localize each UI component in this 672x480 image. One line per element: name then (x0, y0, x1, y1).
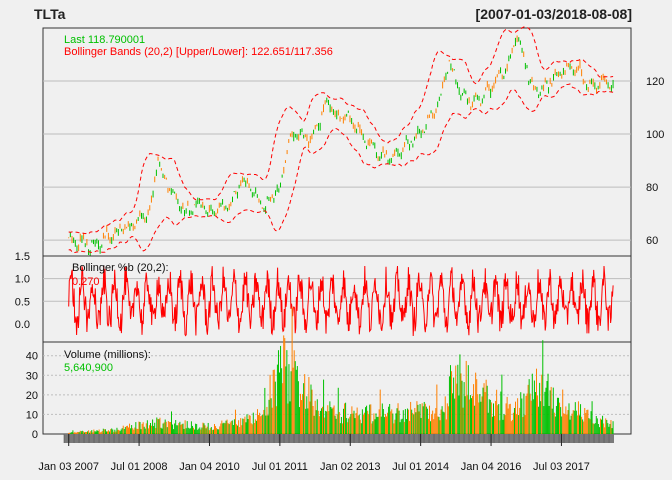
price-panel-frame (42, 27, 632, 257)
volume-value-label: 5,640,900 (64, 362, 113, 374)
volume-y-tick-label: 0 (32, 429, 38, 441)
x-tick-label: Jan 04 2010 (179, 461, 240, 473)
x-tick-label: Jul 03 2017 (533, 461, 590, 473)
price-y-tick-label: 60 (646, 235, 658, 247)
x-axis-strip (63, 434, 614, 443)
pctb-y-tick-label: 1.0 (15, 274, 30, 286)
price-panel: 60 80 100 120 Last 118.790001 Bollinger Ban… (42, 26, 664, 257)
chart-date-range: [2007-01-03/2018-08-08] (476, 6, 632, 22)
volume-y-tick-label: 30 (26, 370, 38, 382)
volume-y-tick-label: 10 (26, 409, 38, 421)
bollinger-bands-label: Bollinger Bands (20,2) [Upper/Lower]: 12… (64, 46, 333, 58)
x-tick-label: Jan 04 2016 (461, 461, 522, 473)
volume-y-tick-label: 20 (26, 390, 38, 402)
x-tick-label: Jul 01 2014 (392, 461, 449, 473)
volume-y-tick-label: 40 (26, 351, 38, 363)
pctb-y-tick-label: 1.5 (15, 251, 30, 263)
pctb-title-label: Bollinger %b (20,2): (72, 262, 169, 274)
x-axis: Jan 03 2007 Jul 01 2008 Jan 04 2010 Jul 01 … (38, 434, 590, 473)
volume-title-label: Volume (millions): (64, 349, 151, 361)
price-y-tick-label: 80 (646, 182, 658, 194)
price-y-tick-label: 100 (646, 129, 664, 141)
lower-band-line (68, 83, 614, 254)
pctb-line (68, 265, 614, 337)
x-tick-label: Jul 01 2011 (252, 461, 308, 473)
last-price-label: Last 118.790001 (64, 34, 145, 46)
pctb-y-tick-label: 0.5 (15, 296, 30, 308)
upper-band-line (68, 26, 614, 235)
pctb-y-tick-label: 0.0 (15, 319, 30, 331)
volume-panel: 0 10 20 30 40 Volume (millions): 5,640,900 (26, 307, 632, 441)
x-tick-label: Jul 01 2008 (111, 461, 168, 473)
x-tick-label: Jan 03 2007 (38, 461, 99, 473)
pctb-panel: 0.0 0.5 1.0 1.5 Bollinger %b (20,2): 0.270 (15, 251, 632, 343)
pctb-value-label: 0.270 (72, 276, 100, 288)
x-tick-label: Jan 02 2013 (320, 461, 381, 473)
chart-title: TLTa (34, 6, 66, 22)
price-y-tick-label: 120 (646, 76, 664, 88)
